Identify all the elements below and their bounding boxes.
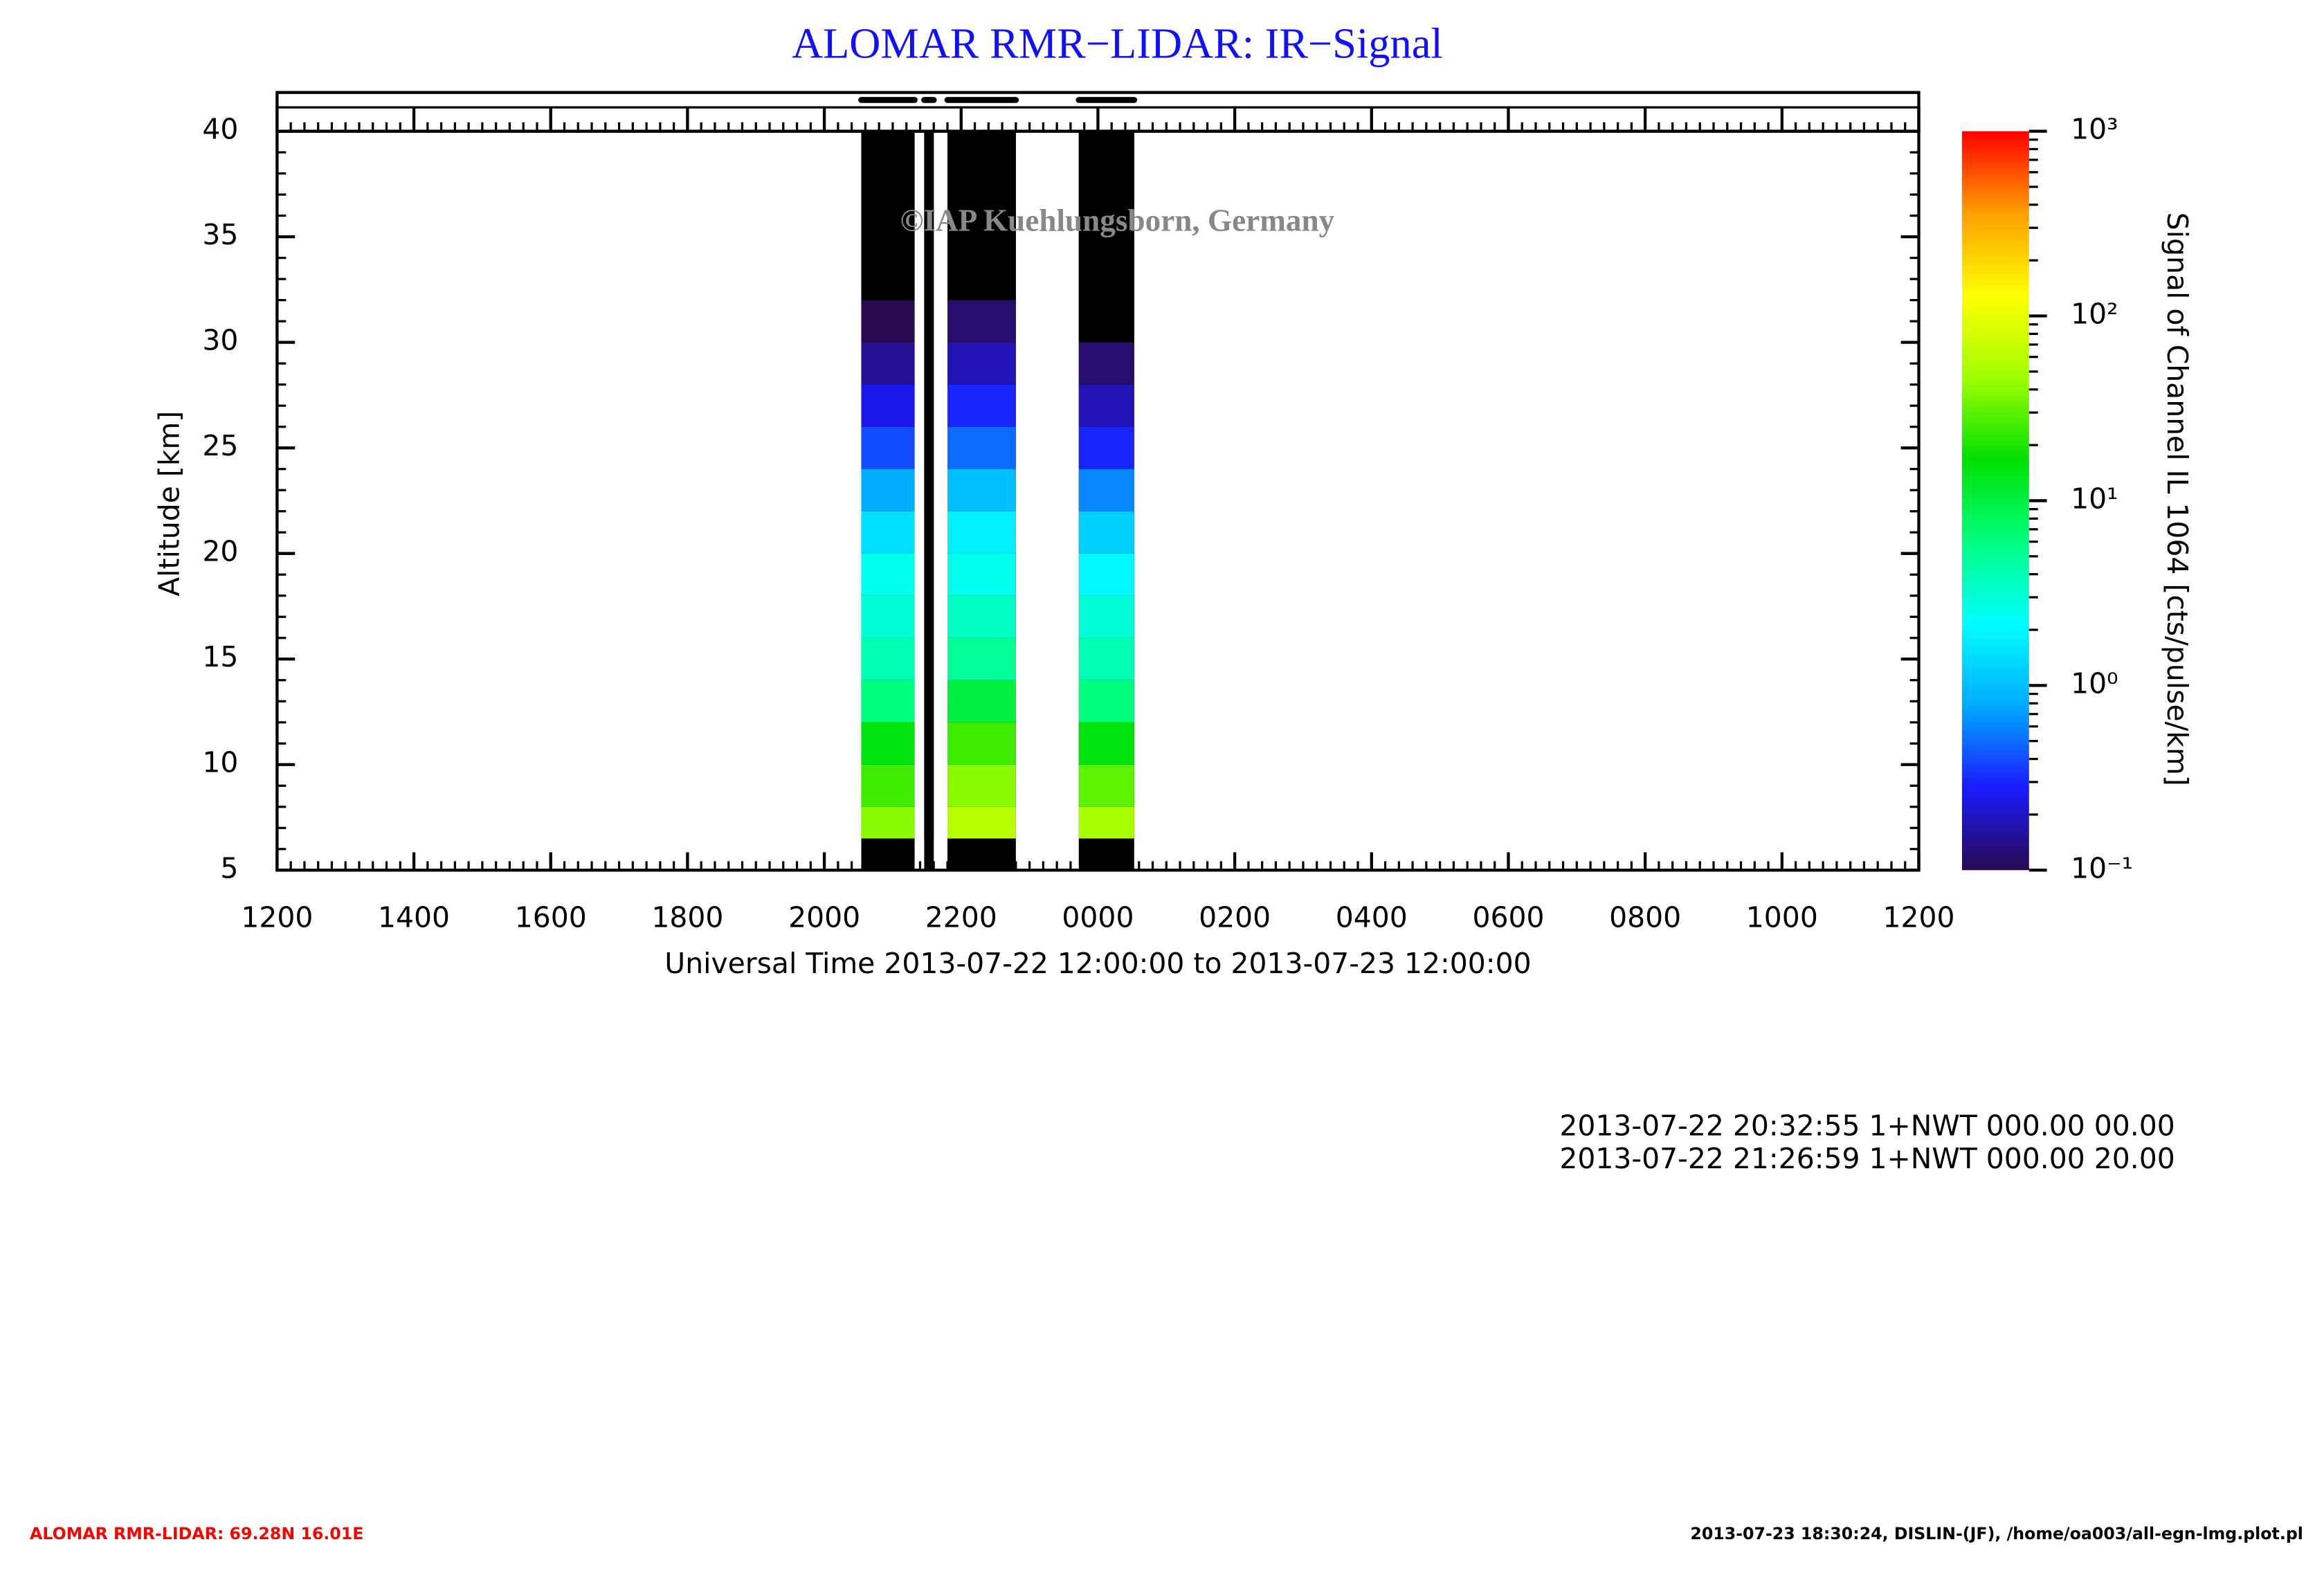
signal-cell bbox=[924, 637, 934, 680]
info-line: 2013-07-22 21:26:59 1+NWT 000.00 20.00 bbox=[1559, 1142, 2175, 1175]
signal-cell bbox=[947, 384, 1016, 427]
signal-cell bbox=[1078, 806, 1134, 839]
x-tick-label: 1200 bbox=[1882, 900, 1954, 934]
signal-cell bbox=[1078, 722, 1134, 765]
colorbar-tick-label: 10⁰ bbox=[2071, 666, 2118, 700]
signal-cell bbox=[947, 511, 1016, 554]
signal-cell bbox=[1078, 553, 1134, 596]
signal-cell bbox=[924, 300, 934, 343]
signal-cell bbox=[924, 257, 934, 300]
signal-cell bbox=[1078, 511, 1134, 554]
colorbar-tick-label: 10³ bbox=[2071, 113, 2118, 146]
signal-cell bbox=[947, 300, 1016, 343]
signal-cell bbox=[947, 764, 1016, 807]
colorbar bbox=[1961, 131, 2029, 871]
x-tick-label: 1400 bbox=[378, 900, 450, 934]
watermark: ©IAP Kuehlungsborn, Germany bbox=[900, 203, 1335, 237]
signal-cell bbox=[861, 300, 915, 343]
signal-cell bbox=[861, 595, 915, 638]
chart-title: ALOMAR RMR−LIDAR: IR−Signal bbox=[792, 19, 1443, 67]
colorbar-tick-label: 10⁻¹ bbox=[2071, 851, 2133, 885]
signal-cell bbox=[861, 469, 915, 511]
x-tick-label: 0200 bbox=[1199, 900, 1271, 934]
signal-cell bbox=[947, 722, 1016, 765]
signal-cell bbox=[861, 426, 915, 469]
signal-cell bbox=[1078, 595, 1134, 638]
signal-cell bbox=[924, 131, 934, 258]
x-tick-label: 2000 bbox=[788, 900, 860, 934]
x-tick-label: 0800 bbox=[1609, 900, 1681, 934]
signal-cell bbox=[1078, 384, 1134, 427]
x-tick-label: 1200 bbox=[241, 900, 313, 934]
signal-cell bbox=[924, 680, 934, 723]
y-tick-label: 25 bbox=[202, 429, 238, 462]
y-tick-label: 15 bbox=[202, 640, 238, 673]
colorbar-tick-label: 10¹ bbox=[2071, 482, 2118, 515]
signal-cell bbox=[924, 384, 934, 427]
signal-cell bbox=[947, 553, 1016, 596]
signal-cell bbox=[947, 131, 1016, 258]
y-tick-label: 5 bbox=[220, 851, 238, 885]
x-tick-label: 0000 bbox=[1062, 900, 1134, 934]
signal-cell bbox=[1078, 257, 1134, 300]
signal-cell bbox=[861, 342, 915, 385]
y-axis-label: Altitude [km] bbox=[153, 411, 186, 597]
x-tick-label: 0600 bbox=[1472, 900, 1544, 934]
y-tick-label: 30 bbox=[202, 324, 238, 357]
x-axis-label: Universal Time 2013-07-22 12:00:00 to 20… bbox=[664, 947, 1531, 980]
signal-cell bbox=[1078, 680, 1134, 723]
colorbar-label: Signal of Channel IL 1064 [cts/pulse/km] bbox=[2161, 212, 2194, 786]
signal-cell bbox=[924, 342, 934, 385]
signal-cell bbox=[947, 806, 1016, 839]
info-line: 2013-07-22 20:32:55 1+NWT 000.00 00.00 bbox=[1559, 1109, 2175, 1143]
x-tick-label: 1600 bbox=[515, 900, 587, 934]
signal-cell bbox=[861, 722, 915, 765]
signal-cell bbox=[1078, 469, 1134, 511]
signal-cell bbox=[861, 553, 915, 596]
signal-cell bbox=[924, 426, 934, 469]
signal-cell bbox=[861, 257, 915, 300]
x-tick-label: 1800 bbox=[651, 900, 723, 934]
x-tick-label: 0400 bbox=[1336, 900, 1408, 934]
signal-cell bbox=[1078, 342, 1134, 385]
signal-cell bbox=[1078, 764, 1134, 807]
signal-cell bbox=[1078, 300, 1134, 343]
signal-cell bbox=[947, 469, 1016, 511]
signal-cell bbox=[947, 257, 1016, 300]
signal-cell bbox=[861, 806, 915, 839]
signal-cell bbox=[947, 680, 1016, 723]
signal-cell bbox=[947, 426, 1016, 469]
y-tick-label: 40 bbox=[202, 113, 238, 146]
signal-cell bbox=[1078, 637, 1134, 680]
signal-cell bbox=[1078, 426, 1134, 469]
signal-cell bbox=[861, 511, 915, 554]
signal-cell bbox=[924, 722, 934, 765]
y-tick-label: 20 bbox=[202, 535, 238, 568]
y-tick-label: 10 bbox=[202, 746, 238, 779]
signal-cell bbox=[861, 637, 915, 680]
signal-cell bbox=[924, 806, 934, 839]
signal-cell bbox=[861, 131, 915, 258]
signal-cell bbox=[924, 553, 934, 596]
footer-left: ALOMAR RMR-LIDAR: 69.28N 16.01E bbox=[30, 1524, 363, 1543]
colorbar-tick-label: 10² bbox=[2071, 298, 2118, 331]
signal-cell bbox=[947, 637, 1016, 680]
signal-cell bbox=[861, 764, 915, 807]
signal-cell bbox=[924, 511, 934, 554]
x-tick-label: 1000 bbox=[1746, 900, 1818, 934]
signal-cell bbox=[924, 595, 934, 638]
signal-cell bbox=[861, 680, 915, 723]
y-tick-label: 35 bbox=[202, 218, 238, 251]
x-tick-label: 2200 bbox=[925, 900, 997, 934]
signal-cell bbox=[924, 764, 934, 807]
signal-cell bbox=[861, 384, 915, 427]
signal-cell bbox=[947, 342, 1016, 385]
signal-cell bbox=[1078, 131, 1134, 258]
signal-cell bbox=[947, 595, 1016, 638]
signal-cell bbox=[924, 469, 934, 511]
footer-right: 2013-07-23 18:30:24, DISLIN-(JF), /home/… bbox=[1690, 1524, 2303, 1543]
